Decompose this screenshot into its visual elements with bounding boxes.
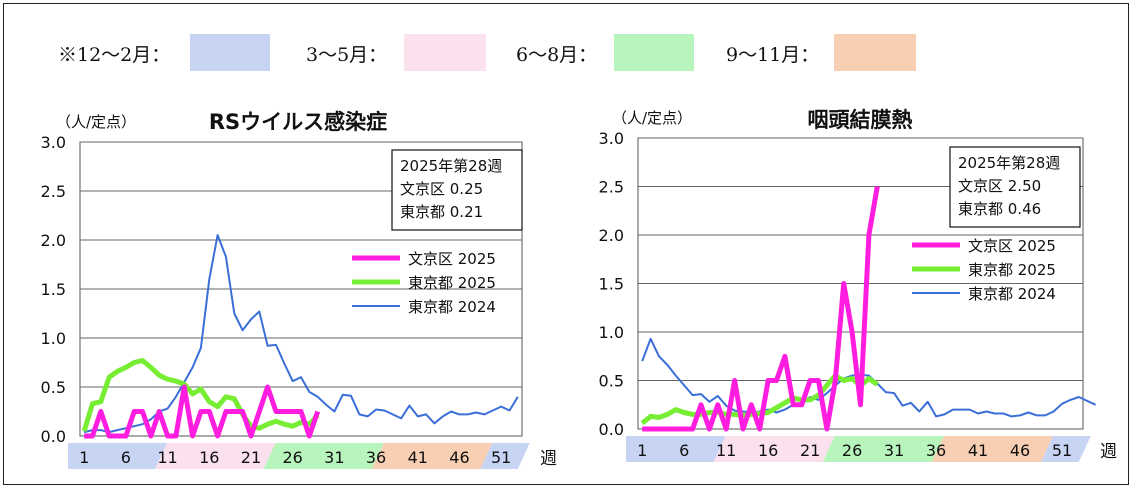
legend-label: 文京区 2025	[408, 250, 496, 268]
y-tick-label: 1.0	[599, 323, 624, 342]
y-tick-label: 2.0	[599, 226, 624, 245]
y-tick-label: 2.0	[41, 231, 66, 250]
y-tick-label: 1.5	[41, 280, 66, 299]
info-box-tokyo: 東京都 0.21	[400, 203, 483, 221]
x-tick-label: 41	[408, 448, 428, 467]
x-tick-label: 21	[800, 441, 820, 460]
x-tick-label: 31	[884, 441, 904, 460]
chart-title: RSウイルス感染症	[209, 110, 387, 134]
x-tick-label: 41	[968, 441, 988, 460]
season-band	[155, 443, 276, 469]
y-tick-label: 0.5	[41, 378, 66, 397]
x-tick-label: 16	[758, 441, 778, 460]
y-tick-label: 1.5	[599, 275, 624, 294]
legend-label: 東京都 2025	[408, 274, 496, 292]
x-tick-label: 36	[926, 441, 946, 460]
x-tick-label: 46	[449, 448, 469, 467]
season-band	[822, 436, 944, 462]
season-band	[931, 436, 1054, 462]
legend-label: 東京都 2024	[408, 298, 496, 316]
y-tick-label: 3.0	[599, 129, 624, 148]
y-tick-label: 3.0	[41, 133, 66, 152]
x-tick-label: 21	[241, 448, 261, 467]
x-axis-unit: 週	[540, 449, 557, 469]
y-axis-label: （人/定点）	[612, 109, 692, 127]
info-box-week: 2025年第28週	[958, 154, 1060, 172]
series-line-2	[640, 373, 879, 426]
legend-swatch-summer	[614, 34, 694, 71]
season-band	[713, 436, 835, 462]
chart-title: 咽頭結膜熱	[808, 108, 913, 132]
info-box-bunkyo: 文京区 2.50	[958, 177, 1041, 195]
legend-swatch-winter	[190, 34, 270, 71]
y-tick-label: 0.0	[599, 420, 624, 439]
legend-label-spring: 3～5月：	[306, 44, 388, 66]
x-tick-label: 51	[1052, 441, 1072, 460]
legend-label: 文京区 2025	[968, 237, 1056, 255]
legend-swatch-spring	[404, 34, 486, 71]
y-tick-label: 2.5	[599, 178, 624, 197]
figure-frame	[3, 3, 1129, 485]
x-tick-label: 26	[282, 448, 302, 467]
y-tick-label: 0.0	[41, 427, 66, 446]
x-tick-label: 31	[324, 448, 344, 467]
series-line-1	[84, 384, 321, 439]
x-tick-label: 1	[79, 448, 89, 467]
season-band	[263, 443, 384, 469]
y-tick-label: 2.5	[41, 182, 66, 201]
season-band	[1041, 436, 1091, 462]
legend-label-winter: ※12～2月：	[58, 44, 171, 66]
x-tick-label: 11	[716, 441, 736, 460]
x-tick-label: 6	[679, 441, 689, 460]
legend-label-autumn: 9～11月：	[726, 44, 820, 66]
season-band	[68, 443, 168, 469]
x-tick-label: 26	[842, 441, 862, 460]
x-tick-label: 6	[121, 448, 131, 467]
info-box-week: 2025年第28週	[400, 157, 502, 175]
series-line-3	[641, 337, 1097, 418]
y-tick-label: 0.5	[599, 372, 624, 391]
season-band	[626, 436, 726, 462]
series-line-1	[642, 186, 880, 432]
legend-label-summer: 6～8月：	[516, 44, 598, 66]
info-box	[391, 149, 523, 231]
season-band	[480, 443, 530, 469]
legend-label: 東京都 2024	[968, 285, 1056, 303]
x-axis-unit: 週	[1100, 442, 1117, 462]
x-tick-label: 1	[637, 441, 647, 460]
y-axis-label: （人/定点）	[56, 113, 136, 131]
info-box-bunkyo: 文京区 0.25	[400, 180, 483, 198]
x-tick-label: 11	[157, 448, 177, 467]
info-box	[949, 146, 1081, 228]
season-band	[371, 443, 493, 469]
info-box-tokyo: 東京都 0.46	[958, 200, 1041, 218]
legend-label: 東京都 2025	[968, 261, 1056, 279]
x-tick-label: 51	[491, 448, 511, 467]
y-tick-label: 1.0	[41, 329, 66, 348]
series-line-2	[81, 358, 320, 432]
x-tick-label: 16	[199, 448, 219, 467]
x-tick-label: 36	[366, 448, 386, 467]
x-tick-label: 46	[1010, 441, 1030, 460]
legend-swatch-autumn	[834, 34, 916, 71]
